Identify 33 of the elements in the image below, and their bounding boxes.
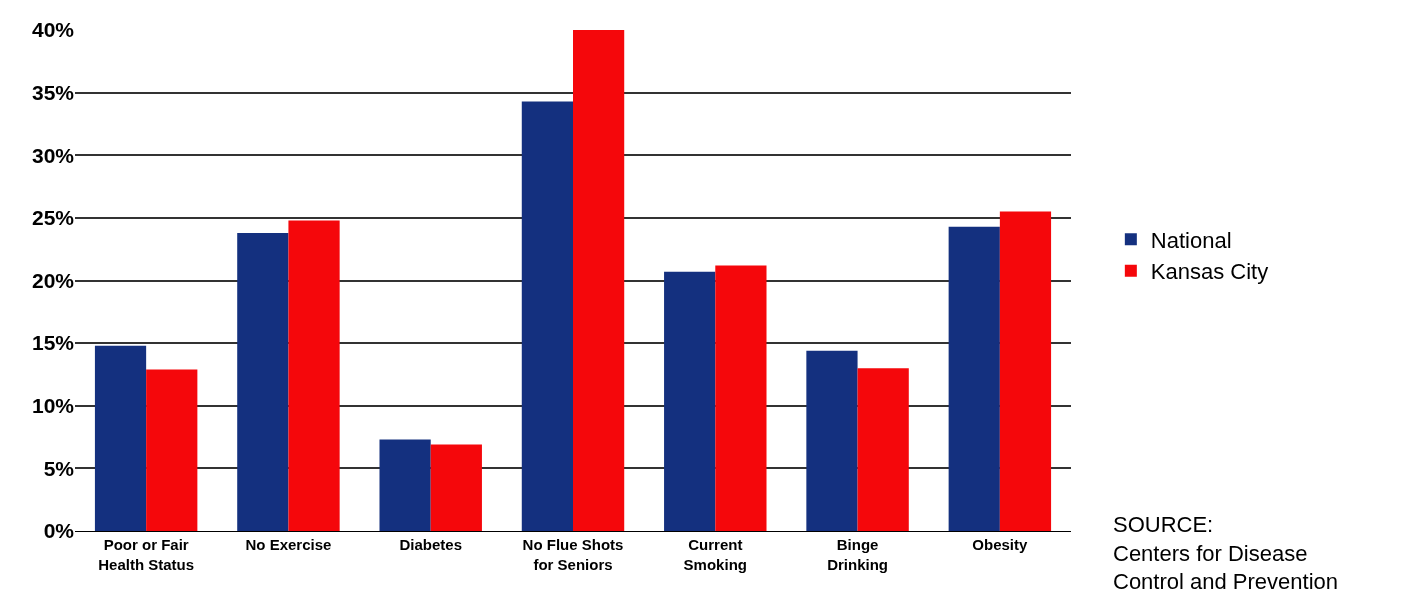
- bar: [146, 369, 198, 531]
- bar: [521, 101, 573, 531]
- x-tick-label: Binge Drinking: [827, 536, 888, 573]
- legend-label: Kansas City: [1150, 259, 1269, 285]
- y-tick-label: 15%: [31, 331, 75, 355]
- y-tick-label: 40%: [31, 18, 75, 42]
- y-tick-label: 25%: [31, 206, 75, 230]
- y-tick-label: 5%: [43, 456, 75, 480]
- x-tick-label: Obesity: [972, 536, 1029, 553]
- bar: [806, 350, 858, 531]
- x-tick-label: No Flue Shots for Seniors: [522, 536, 624, 573]
- y-tick-label: 20%: [31, 268, 75, 292]
- bar: [948, 226, 1000, 531]
- y-tick-label: 10%: [31, 394, 75, 418]
- bar: [999, 211, 1052, 531]
- source-note: SOURCE: Centers for Disease Control and Prevention: [1113, 512, 1339, 595]
- x-tick-label: Current Smoking: [683, 536, 747, 573]
- bar: [715, 265, 767, 531]
- bar: [237, 232, 289, 531]
- bar: [379, 439, 431, 531]
- x-tick-label: Poor or Fair Health Status: [98, 536, 195, 573]
- x-tick-label: No Exercise: [245, 536, 332, 553]
- y-tick-label: 35%: [31, 80, 75, 104]
- y-tick-label: 30%: [31, 143, 75, 167]
- bar: [430, 444, 482, 531]
- legend-label: National: [1150, 227, 1232, 253]
- x-tick-label: Diabetes: [399, 536, 462, 553]
- bar: [573, 30, 625, 531]
- bar: [857, 368, 909, 531]
- bar: [94, 345, 147, 531]
- y-tick-label: 0%: [43, 519, 75, 543]
- bar: [288, 220, 340, 531]
- bar: [664, 271, 716, 531]
